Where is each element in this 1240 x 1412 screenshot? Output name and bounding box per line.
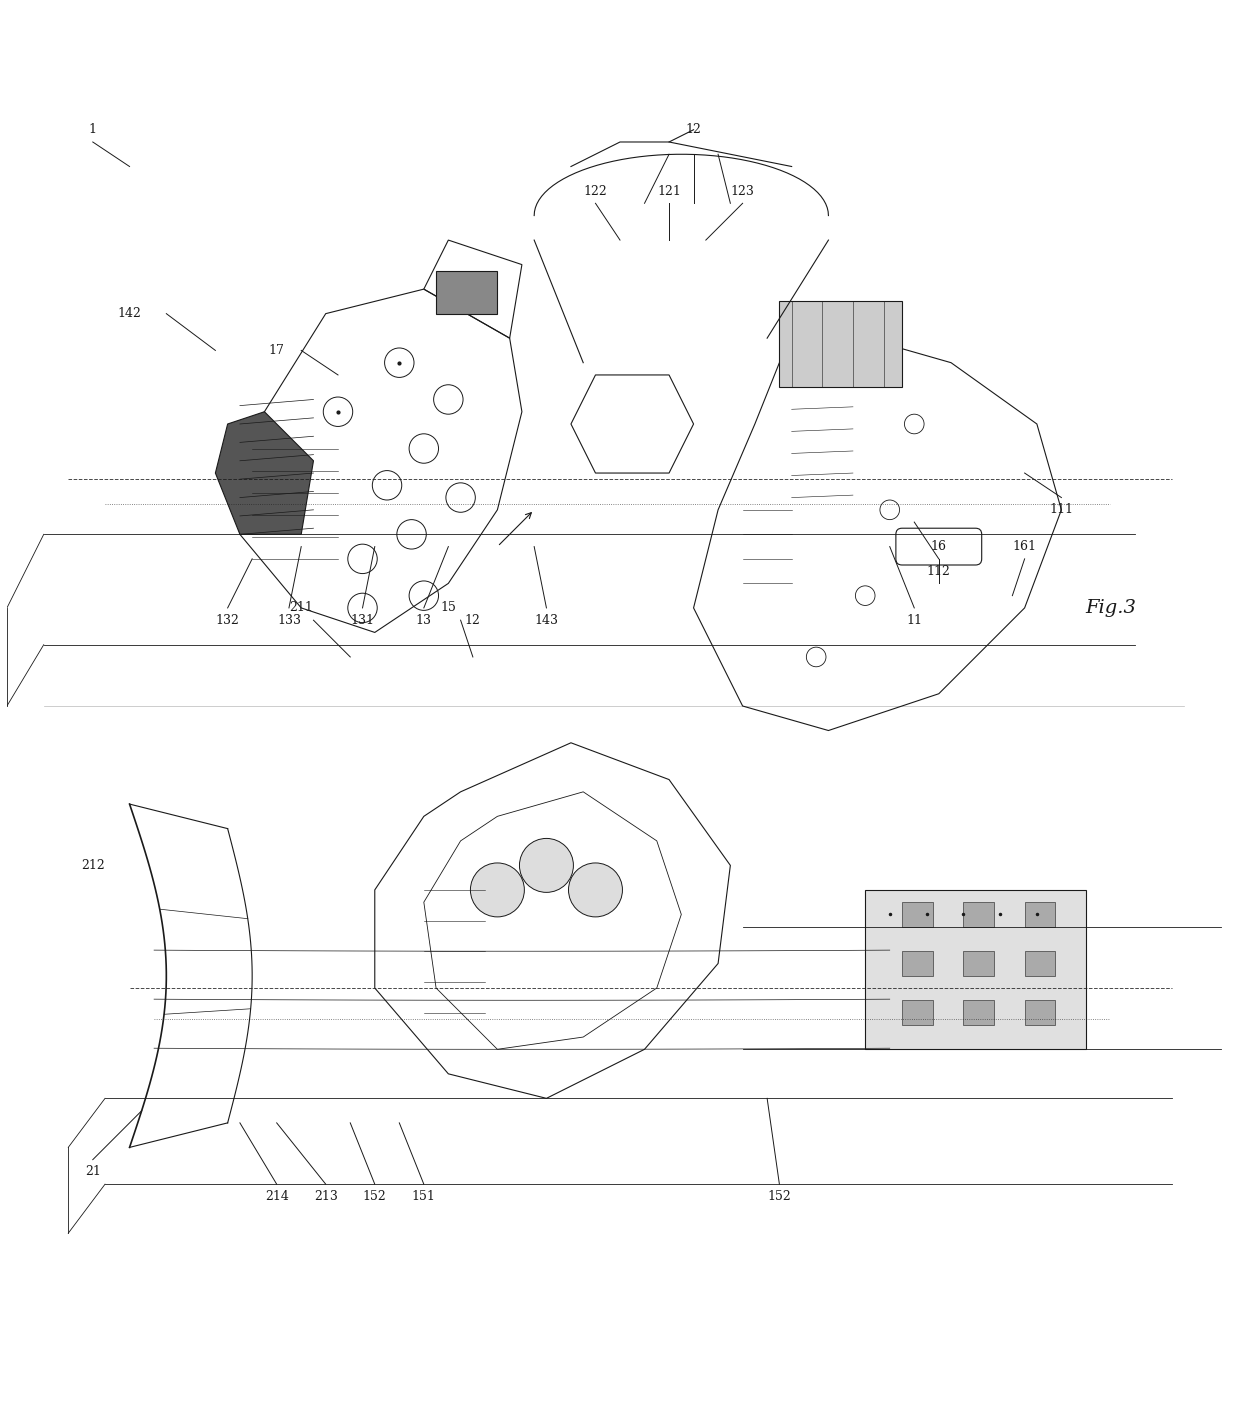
Text: 15: 15 bbox=[440, 602, 456, 614]
Text: Fig.3: Fig.3 bbox=[1085, 599, 1136, 617]
Text: 152: 152 bbox=[363, 1190, 387, 1203]
Bar bbox=[1024, 1000, 1055, 1025]
Text: 132: 132 bbox=[216, 614, 239, 627]
Text: 13: 13 bbox=[415, 614, 432, 627]
Circle shape bbox=[470, 863, 525, 916]
Bar bbox=[780, 301, 901, 387]
Text: 11: 11 bbox=[906, 614, 923, 627]
Text: 142: 142 bbox=[118, 308, 141, 321]
Text: 151: 151 bbox=[412, 1190, 435, 1203]
Text: 122: 122 bbox=[584, 185, 608, 198]
Bar bbox=[901, 902, 932, 926]
Bar bbox=[866, 890, 1086, 1049]
Bar bbox=[436, 271, 497, 313]
Text: 12: 12 bbox=[465, 614, 481, 627]
Text: 133: 133 bbox=[277, 614, 301, 627]
Text: 112: 112 bbox=[926, 565, 951, 578]
Circle shape bbox=[520, 839, 573, 892]
Bar bbox=[963, 902, 994, 926]
Text: 1: 1 bbox=[89, 123, 97, 136]
Text: 213: 213 bbox=[314, 1190, 337, 1203]
Bar bbox=[1024, 902, 1055, 926]
Text: 214: 214 bbox=[265, 1190, 289, 1203]
Bar bbox=[963, 952, 994, 976]
Text: 12: 12 bbox=[686, 123, 702, 136]
Text: 17: 17 bbox=[269, 345, 285, 357]
Circle shape bbox=[568, 863, 622, 916]
Text: 152: 152 bbox=[768, 1190, 791, 1203]
Text: 211: 211 bbox=[289, 602, 314, 614]
Text: 16: 16 bbox=[931, 541, 947, 554]
Text: 121: 121 bbox=[657, 185, 681, 198]
Text: 212: 212 bbox=[81, 858, 104, 871]
Text: 123: 123 bbox=[730, 185, 755, 198]
Text: 21: 21 bbox=[84, 1165, 100, 1179]
Text: 161: 161 bbox=[1013, 541, 1037, 554]
Bar bbox=[901, 1000, 932, 1025]
Polygon shape bbox=[216, 412, 314, 534]
Text: 131: 131 bbox=[351, 614, 374, 627]
Bar bbox=[901, 952, 932, 976]
Text: 143: 143 bbox=[534, 614, 558, 627]
Bar bbox=[1024, 952, 1055, 976]
Bar bbox=[963, 1000, 994, 1025]
Text: 111: 111 bbox=[1049, 503, 1074, 517]
